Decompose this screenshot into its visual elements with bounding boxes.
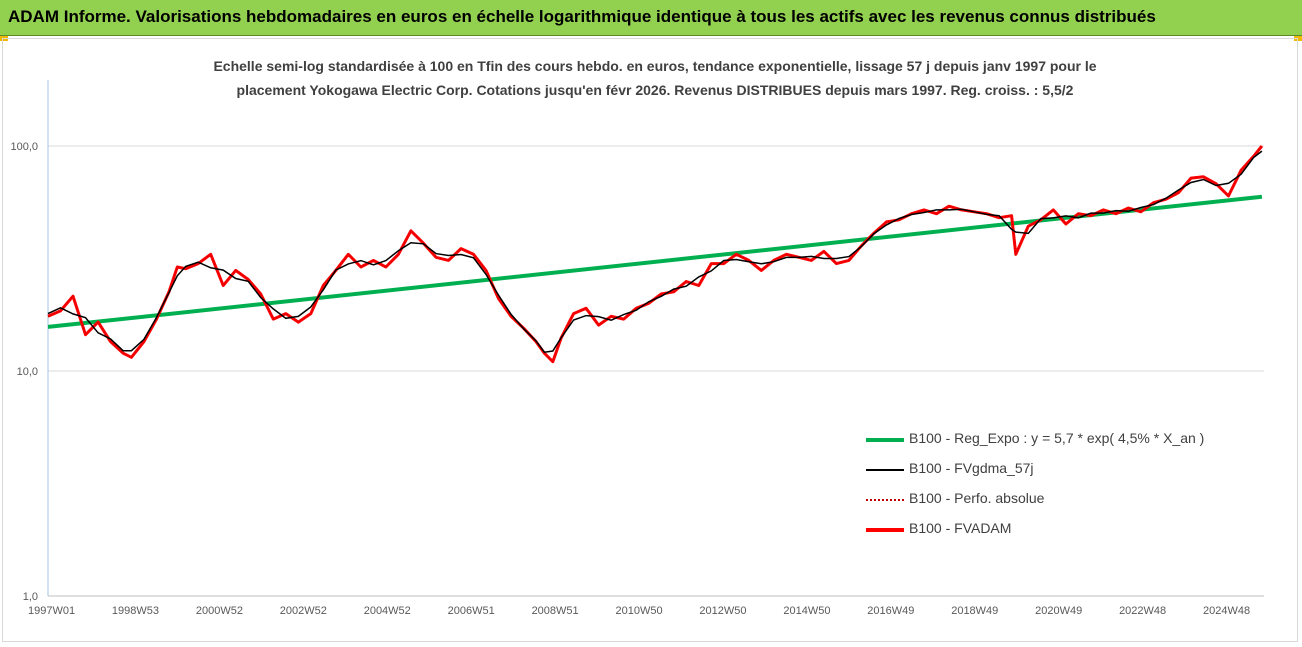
chart-area [2,38,1298,642]
x-tick-label: 2002W52 [280,605,327,617]
series-line-regression [47,194,1263,329]
x-tick-label: 2010W50 [616,605,663,617]
legend-swatch-smoothed [866,469,904,471]
report-title: ADAM Informe. Valorisations hebdomadaire… [8,7,1156,26]
series-line-smoothed [47,150,1263,354]
report-banner: ADAM Informe. Valorisations hebdomadaire… [0,0,1302,36]
y-tick-label: 10,0 [17,366,38,378]
x-tick-label: 1998W53 [112,605,159,617]
y-tick-label: 100,0 [10,141,38,153]
series-line-perf [47,145,1263,363]
legend-label-fvadam: B100 - FVADAM [909,520,1012,536]
legend-swatch-fvadam [866,528,904,532]
x-tick-label: 2016W49 [867,605,914,617]
legend-swatch-regression [866,438,904,442]
series-line-fvadam [47,145,1264,364]
corner-marker-right [1294,36,1302,41]
chart-title-line-1: Echelle semi-log standardisée à 100 en T… [213,58,1097,74]
x-tick-label: 2000W52 [196,605,243,617]
x-tick-label: 2006W51 [448,605,495,617]
x-tick-label: 2004W52 [364,605,411,617]
legend-swatch-perf [866,499,904,501]
legend-label-perf: B100 - Perfo. absolue [909,490,1045,506]
x-tick-label: 2014W50 [783,605,830,617]
legend-label-regression: B100 - Reg_Expo : y = 5,7 * exp( 4,5% * … [909,430,1205,446]
legend-label-smoothed: B100 - FVgdma_57j [909,460,1034,476]
x-tick-label: 2008W51 [532,605,579,617]
x-tick-label: 2022W48 [1119,605,1166,617]
x-tick-label: 2024W48 [1203,605,1250,617]
y-tick-label: 1,0 [23,591,38,603]
x-tick-label: 1997W01 [28,605,75,617]
chart-title: Echelle semi-log standardisée à 100 en T… [140,54,1170,102]
x-tick-label: 2018W49 [951,605,998,617]
chart-title-line-2: placement Yokogawa Electric Corp. Cotati… [236,82,1074,98]
x-tick-label: 2020W49 [1035,605,1082,617]
x-tick-label: 2012W50 [699,605,746,617]
